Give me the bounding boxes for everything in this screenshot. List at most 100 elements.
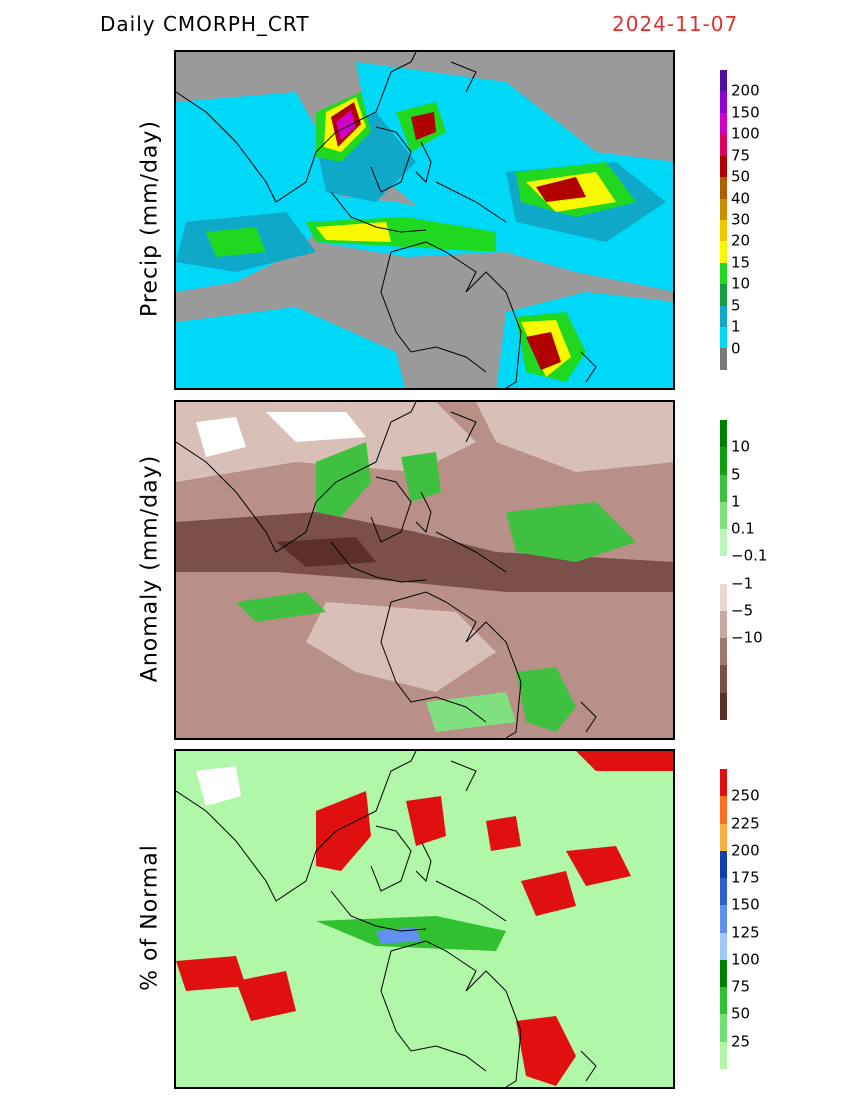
coastline xyxy=(435,880,507,922)
field-region xyxy=(476,402,673,472)
colorbar-label: 30 xyxy=(731,210,751,229)
colorbar-label: 175 xyxy=(731,868,760,887)
coastline xyxy=(450,760,477,792)
colorbar-swatch xyxy=(720,769,727,797)
colorbar-label: 40 xyxy=(731,189,751,208)
colorbar-label: 5 xyxy=(731,296,741,315)
colorbar-swatch xyxy=(720,348,727,370)
field-region xyxy=(176,402,476,482)
coastline xyxy=(330,191,427,233)
colorbar-swatch xyxy=(720,219,727,242)
colorbar-label: 100 xyxy=(731,124,760,143)
product-title: Daily CMORPH_CRT xyxy=(100,12,310,36)
field-region xyxy=(316,442,371,517)
anomaly-map xyxy=(176,402,673,738)
colorbar-label: 150 xyxy=(731,895,760,914)
precip-map xyxy=(176,52,673,388)
colorbar-swatch xyxy=(720,796,727,824)
colorbar-swatch xyxy=(720,1041,727,1069)
field-region xyxy=(276,537,376,567)
coastline xyxy=(435,531,507,573)
colorbar-label: 125 xyxy=(731,923,760,942)
coastline xyxy=(330,890,427,932)
colorbar-label: 50 xyxy=(731,1004,751,1023)
colorbar-label: −1 xyxy=(731,574,754,593)
field-region xyxy=(316,791,371,871)
percent-axis-label: % of Normal xyxy=(137,844,163,991)
coastline xyxy=(415,491,432,533)
colorbar-label: −10 xyxy=(731,628,763,647)
colorbar-label: 150 xyxy=(731,103,760,122)
colorbar-swatch xyxy=(720,327,727,349)
coastline xyxy=(390,591,522,738)
colorbar-label: 0.1 xyxy=(731,519,755,538)
colorbar-swatch xyxy=(720,583,727,611)
field-region xyxy=(401,452,441,502)
field-region xyxy=(576,751,673,771)
colorbar-swatch xyxy=(720,198,727,220)
field-region xyxy=(516,667,576,732)
precip-axis-label: Precip (mm/day) xyxy=(137,119,163,318)
field-region xyxy=(536,177,586,202)
coastline xyxy=(580,701,597,733)
coastline xyxy=(450,411,477,443)
colorbar-label: 5 xyxy=(731,465,741,484)
colorbar-label: 25 xyxy=(731,1032,751,1051)
colorbar-label: 15 xyxy=(731,253,751,272)
percent-map-panel xyxy=(174,749,675,1089)
colorbar-label: 75 xyxy=(731,977,751,996)
colorbar-label: 10 xyxy=(731,437,751,456)
colorbar-swatch xyxy=(720,134,727,156)
precip-map-panel xyxy=(174,50,675,390)
colorbar-swatch xyxy=(720,878,727,906)
field-region xyxy=(566,846,631,886)
field-region xyxy=(426,692,516,732)
colorbar-label: 10 xyxy=(731,274,751,293)
colorbar-swatch xyxy=(720,474,727,502)
colorbar-label: −0.1 xyxy=(731,546,768,565)
colorbar-label: 250 xyxy=(731,786,760,805)
colorbar-swatch xyxy=(720,850,727,879)
coastline xyxy=(176,751,417,902)
colorbar-label: −5 xyxy=(731,601,754,620)
colorbar-swatch xyxy=(720,610,727,639)
colorbar-swatch xyxy=(720,112,727,135)
coastline xyxy=(370,476,412,543)
colorbar-swatch xyxy=(720,91,727,113)
coastline xyxy=(370,825,412,892)
colorbar-swatch xyxy=(720,665,727,693)
colorbar-swatch xyxy=(720,905,727,933)
colorbar-swatch xyxy=(720,1014,727,1042)
field-region xyxy=(236,971,296,1021)
colorbar-swatch xyxy=(720,638,727,666)
coastline xyxy=(580,351,597,383)
field-region xyxy=(236,592,326,622)
colorbar-swatch xyxy=(720,447,727,475)
colorbar-swatch xyxy=(720,155,727,178)
colorbar-swatch xyxy=(720,529,727,557)
field-region xyxy=(521,871,576,916)
colorbar-swatch xyxy=(720,241,727,263)
coastline xyxy=(450,61,477,93)
field-region xyxy=(506,502,636,562)
colorbar-swatch xyxy=(720,823,727,851)
field-region xyxy=(266,412,366,442)
colorbar-swatch xyxy=(720,556,727,584)
date-label: 2024-11-07 xyxy=(612,12,739,36)
colorbar-label: 1 xyxy=(731,492,741,511)
coastline xyxy=(390,241,522,388)
coastline xyxy=(380,251,487,373)
colorbar-label: 20 xyxy=(731,231,751,250)
percent-colorbar xyxy=(720,769,727,1069)
colorbar-label: 100 xyxy=(731,950,760,969)
coastline xyxy=(435,181,507,223)
colorbar-swatch xyxy=(720,177,727,199)
colorbar-swatch xyxy=(720,305,727,328)
coastline xyxy=(380,601,487,723)
field-region xyxy=(411,112,436,140)
colorbar-swatch xyxy=(720,987,727,1015)
colorbar-label: 200 xyxy=(731,81,760,100)
field-region xyxy=(516,1016,576,1086)
coastline xyxy=(580,1050,597,1082)
colorbar-swatch xyxy=(720,70,727,92)
